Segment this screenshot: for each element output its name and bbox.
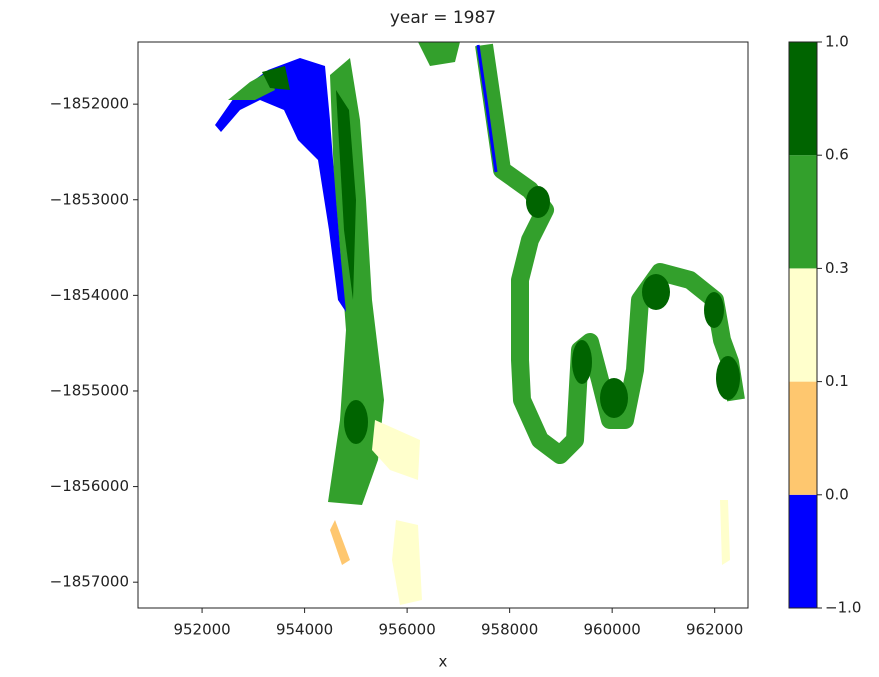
raster-region [262,66,290,90]
colorbar-tick-label: 0.1 [825,372,849,390]
x-tick-label: 958000 [481,621,538,639]
y-tick-label: −1852000 [50,95,129,113]
raster-region [344,400,368,444]
colorbar-segment [789,42,817,156]
raster-region [336,90,356,300]
raster-region [642,274,670,310]
x-tick-label: 962000 [686,621,743,639]
colorbar-segment [789,155,817,269]
raster-region [330,520,350,565]
raster-region [418,42,460,66]
raster-region [392,520,422,605]
raster [215,42,745,605]
raster-region [600,378,628,418]
colorbar-tick-label: 0.3 [825,259,849,277]
y-tick-label: −1853000 [50,190,129,208]
colorbar-tick-label: −1.0 [825,599,861,617]
y-tick-label: −1857000 [50,573,129,591]
raster-region [476,44,498,173]
raster-region [526,186,550,218]
raster-region [572,340,592,384]
raster-region [716,356,740,400]
x-tick-label: 956000 [378,621,435,639]
x-tick-label: 954000 [276,621,333,639]
colorbar-tick-label: 1.0 [825,33,849,51]
chart-title: year = 1987 [390,8,496,28]
raster-region [215,58,346,312]
x-tick-label: 952000 [173,621,230,639]
y-tick-label: −1856000 [50,477,129,495]
x-axis-label: x [439,653,448,671]
plot-frame [137,41,749,609]
raster-region [720,500,730,565]
colorbar-frame [788,41,818,609]
colorbar-segment [789,381,817,495]
colorbar-tick-label: 0.6 [825,146,849,164]
x-tick-label: 960000 [584,621,641,639]
colorbar-segment [789,268,817,382]
colorbar-tick-label: 0.0 [825,485,849,503]
raster-region [704,292,724,328]
y-tick-label: −1854000 [50,286,129,304]
y-tick-label: −1855000 [50,381,129,399]
raster-region [228,72,275,100]
colorbar-segment [789,494,817,608]
raster-region [372,420,420,480]
